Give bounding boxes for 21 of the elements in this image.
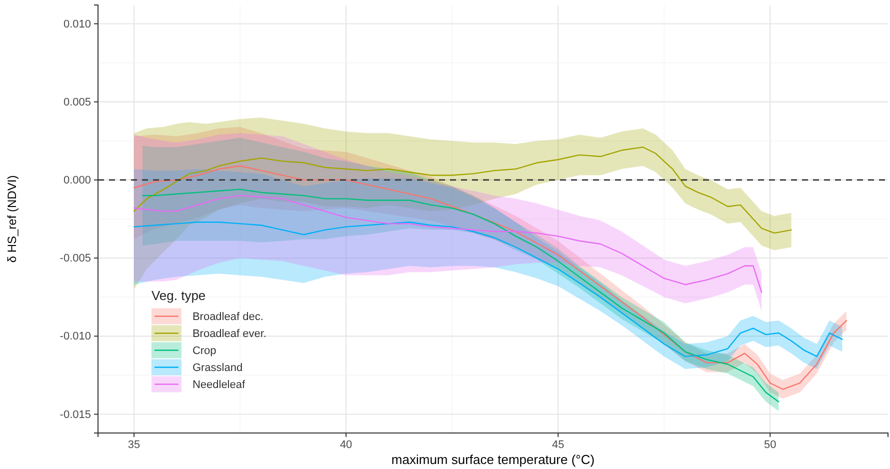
line-series — [133, 222, 843, 358]
y-tick-label: -0.015 — [60, 408, 91, 421]
y-axis-title: δ HS_ref (NDVI) — [5, 175, 19, 263]
legend-label: Broadleaf ever. — [192, 328, 266, 340]
x-tick-label: 45 — [552, 438, 564, 451]
y-tick-label: 0.000 — [63, 174, 91, 186]
y-tick-label: -0.010 — [60, 330, 91, 343]
y-tick-label: 0.010 — [63, 18, 91, 30]
legend-label: Needleleaf — [192, 379, 246, 392]
y-tick-label: -0.005 — [60, 252, 91, 265]
x-axis-title: maximum surface temperature (°C) — [391, 452, 595, 467]
legend-label: Broadleaf dec. — [192, 311, 264, 324]
line-series — [142, 188, 780, 402]
y-tick-label: 0.005 — [63, 96, 91, 108]
line-series — [133, 146, 792, 234]
legend-label: Grassland — [192, 362, 243, 374]
legend-label: Crop — [192, 345, 216, 358]
x-tick-label: 40 — [340, 438, 352, 451]
x-tick-label: 35 — [128, 438, 140, 451]
x-tick-label: 50 — [764, 438, 776, 451]
legend-title: Veg. type — [151, 288, 206, 304]
